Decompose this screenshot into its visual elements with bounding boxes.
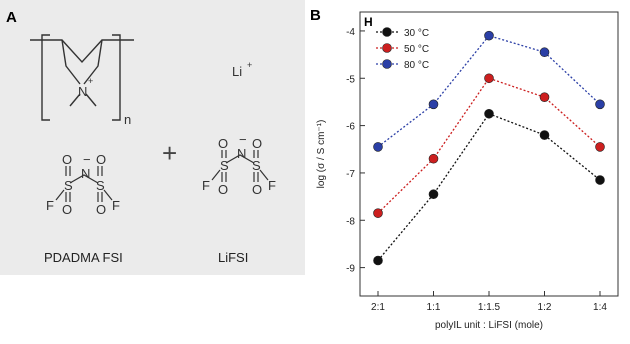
data-point bbox=[484, 108, 494, 119]
ring-left bbox=[61, 39, 81, 85]
series-line bbox=[377, 112, 601, 261]
data-point bbox=[539, 130, 550, 140]
fsi-s1-right: S bbox=[220, 158, 229, 173]
left-bracket bbox=[41, 34, 50, 121]
panel-a-label: A bbox=[6, 9, 17, 26]
legend-marker bbox=[382, 59, 392, 69]
data-point bbox=[595, 175, 605, 185]
data-point bbox=[428, 99, 439, 110]
corner-label: H bbox=[364, 15, 373, 29]
fsi-n-minus-left: − bbox=[83, 152, 91, 167]
compound-1-name: PDADMA FSI bbox=[44, 250, 123, 265]
data-point bbox=[428, 153, 439, 164]
fsi-s2-right: S bbox=[252, 158, 261, 173]
data-point bbox=[373, 208, 383, 218]
fsi-f1-right: F bbox=[202, 178, 210, 193]
data-point bbox=[539, 47, 550, 58]
y-tick-label: -4 bbox=[346, 27, 355, 38]
fsi-n-left: N bbox=[81, 166, 90, 181]
ammonium-n: N bbox=[78, 84, 87, 99]
x-tick-label: 1:1 bbox=[427, 302, 441, 313]
fsi-n-right: N bbox=[237, 146, 246, 161]
data-point bbox=[373, 255, 383, 266]
legend-label: 50 °C bbox=[404, 44, 429, 55]
x-tick-label: 1:1.5 bbox=[478, 302, 501, 313]
data-point bbox=[484, 73, 494, 84]
ammonium-charge: + bbox=[88, 76, 93, 86]
methyl-right bbox=[85, 93, 97, 107]
panel-a-structures: A N + n Li + + bbox=[0, 0, 305, 275]
plot-frame bbox=[359, 11, 619, 297]
subscript-n: n bbox=[124, 112, 131, 127]
data-point bbox=[595, 99, 605, 110]
backbone bbox=[30, 39, 134, 64]
legend-marker bbox=[382, 43, 392, 53]
methyl-left bbox=[69, 93, 81, 107]
data-point bbox=[595, 142, 605, 152]
x-tick-label: 1:4 bbox=[593, 302, 607, 313]
fsi-o2-left: O bbox=[96, 152, 106, 167]
series-layer bbox=[373, 30, 605, 266]
panel-b-label: B bbox=[310, 7, 321, 24]
data-point bbox=[428, 189, 439, 200]
x-axis-ticks: 2:1 1:1 1:1.5 1:2 1:4 bbox=[371, 291, 607, 313]
plus-sign: + bbox=[162, 138, 177, 168]
fsi-o1-right: O bbox=[218, 136, 228, 151]
legend: 30 °C 50 °C 80 °C bbox=[376, 27, 429, 71]
y-tick-label: -8 bbox=[346, 216, 355, 227]
data-point bbox=[539, 92, 550, 102]
y-axis-ticks: -9 -8 -7 -6 -5 -4 bbox=[346, 27, 365, 275]
series-line bbox=[377, 34, 601, 148]
panel-b-chart: B H -9 -8 -7 -6 -5 -4 2:1 1:1 1:1.5 1:2 1:4 30 °C… bbox=[308, 0, 630, 344]
fsi-o3-right: O bbox=[218, 182, 228, 197]
legend-label: 30 °C bbox=[404, 28, 429, 39]
fsi-s1-left: S bbox=[64, 178, 73, 193]
compound-2-name: LiFSI bbox=[218, 250, 248, 265]
y-axis-label: log (σ / S cm⁻¹) bbox=[316, 120, 327, 189]
fsi-o2-right: O bbox=[252, 136, 262, 151]
ring-right bbox=[83, 39, 103, 85]
li-cation: Li bbox=[232, 64, 242, 79]
fsi-f1-left: F bbox=[46, 198, 54, 213]
li-charge: + bbox=[247, 60, 252, 70]
right-bracket bbox=[112, 34, 121, 121]
data-point bbox=[484, 30, 494, 41]
x-axis-label: polyIL unit : LiFSI (mole) bbox=[435, 320, 543, 331]
legend-label: 80 °C bbox=[404, 60, 429, 71]
x-tick-label: 1:2 bbox=[538, 302, 552, 313]
data-point bbox=[373, 142, 383, 152]
pdadma-structure bbox=[30, 34, 134, 121]
fsi-s2-left: S bbox=[96, 178, 105, 193]
y-tick-label: -6 bbox=[346, 122, 355, 133]
y-tick-label: -5 bbox=[346, 74, 355, 85]
fsi-o4-right: O bbox=[252, 182, 262, 197]
fsi-anion-left: N − S S O O O O F F bbox=[46, 152, 120, 217]
chemical-structures: A N + n Li + + bbox=[6, 9, 276, 265]
y-tick-label: -9 bbox=[346, 264, 355, 275]
x-tick-label: 2:1 bbox=[371, 302, 385, 313]
fsi-f2-left: F bbox=[112, 198, 120, 213]
fsi-o4-left: O bbox=[96, 202, 106, 217]
fsi-n-minus-right: − bbox=[239, 132, 247, 147]
series-line bbox=[377, 77, 601, 214]
legend-marker bbox=[382, 27, 392, 37]
fsi-f2-right: F bbox=[268, 178, 276, 193]
fsi-anion-right: N − S S O O O O F F bbox=[202, 132, 276, 197]
conductivity-chart: B H -9 -8 -7 -6 -5 -4 2:1 1:1 1:1.5 1:2 1:4 30 °C… bbox=[310, 7, 619, 331]
y-tick-label: -7 bbox=[346, 169, 355, 180]
fsi-o1-left: O bbox=[62, 152, 72, 167]
fsi-o3-left: O bbox=[62, 202, 72, 217]
